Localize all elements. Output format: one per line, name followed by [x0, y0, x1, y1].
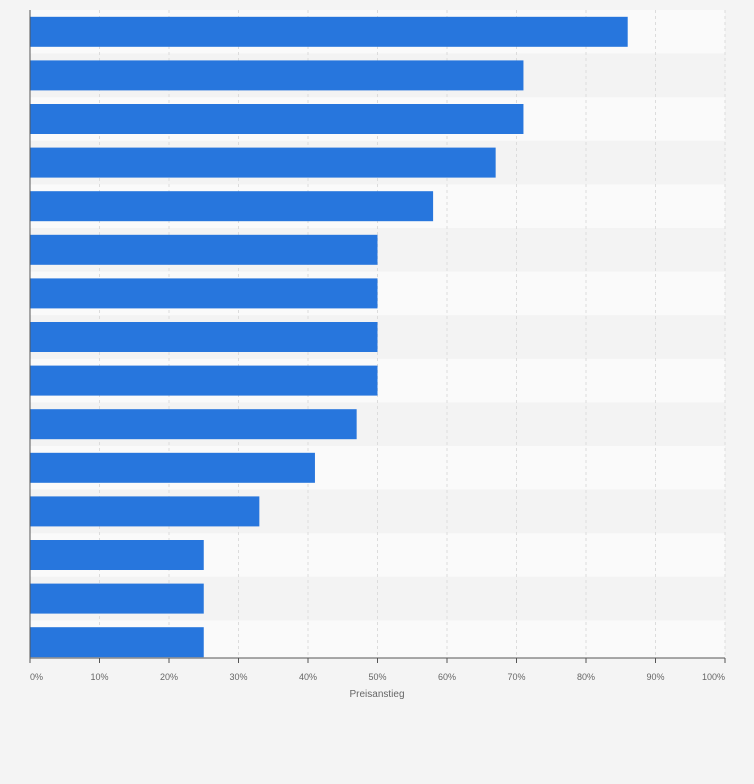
- x-tick-labels: 0% 10% 20% 30% 40% 50% 60% 70% 80% 90% 100%: [30, 672, 725, 682]
- bar: [30, 278, 378, 309]
- bars: [30, 16, 628, 658]
- bar: [30, 191, 434, 222]
- bar: [30, 583, 204, 614]
- bar: [30, 496, 260, 527]
- x-tick-label: 50%: [368, 672, 386, 682]
- bar: [30, 365, 378, 396]
- x-tick-label: 60%: [438, 672, 456, 682]
- x-tick-label: 0%: [30, 672, 43, 682]
- bar: [30, 16, 628, 47]
- bar: [30, 540, 204, 570]
- bar: [30, 234, 378, 265]
- x-tick-label: 20%: [160, 672, 178, 682]
- x-axis-title: Preisanstieg: [349, 689, 404, 700]
- bar: [30, 322, 378, 352]
- bar: [30, 627, 204, 658]
- x-tick-label: 10%: [90, 672, 108, 682]
- bar: [30, 409, 357, 440]
- x-tick-label: 90%: [646, 672, 664, 682]
- axes: [29, 10, 726, 663]
- x-tick-label: 70%: [507, 672, 525, 682]
- x-tick-label: 30%: [229, 672, 247, 682]
- x-tick-label: 100%: [702, 672, 725, 682]
- x-tick-label: 40%: [299, 672, 317, 682]
- x-tick-label: 80%: [577, 672, 595, 682]
- bar: [30, 147, 496, 178]
- bar: [30, 104, 524, 134]
- bar: [30, 452, 315, 483]
- bar: [30, 60, 524, 91]
